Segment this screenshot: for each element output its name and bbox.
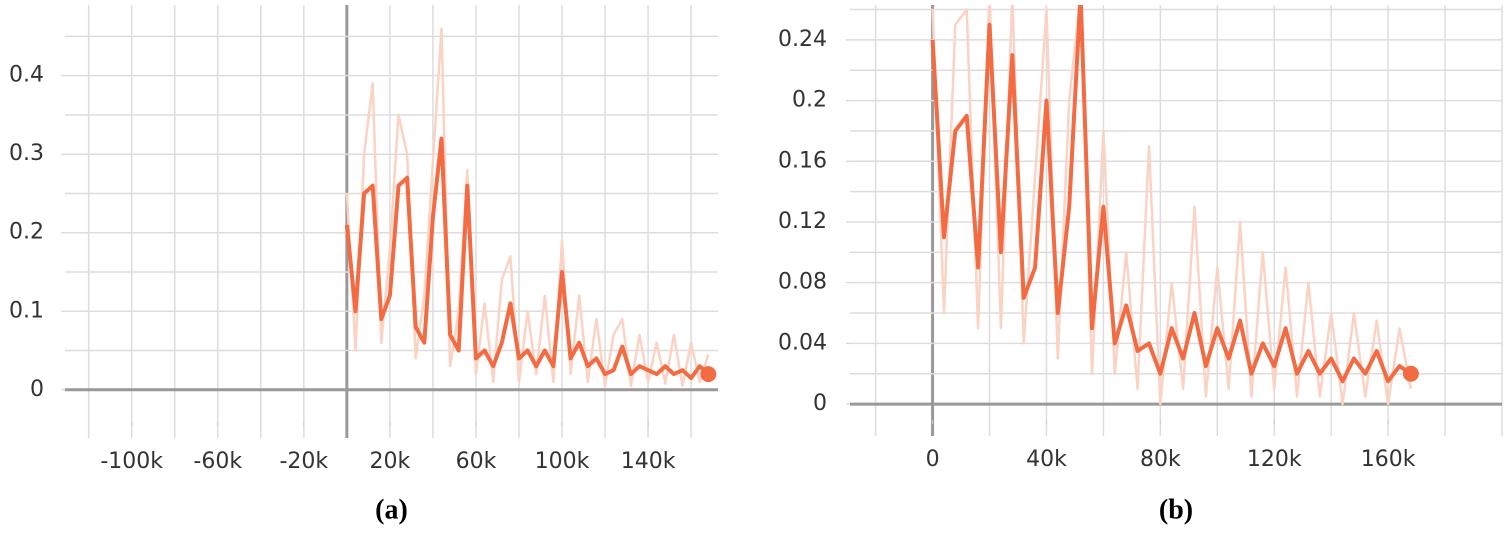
end-marker — [700, 366, 717, 383]
y-tick-label: 0.16 — [778, 148, 827, 173]
y-tick-label: 0.08 — [778, 270, 827, 295]
y-tick-label: 0.24 — [778, 27, 827, 52]
y-tick-label: 0 — [813, 391, 827, 416]
x-tick-label: 80k — [1140, 447, 1181, 472]
y-tick-label: 0.12 — [778, 209, 827, 234]
x-tick-label: 60k — [456, 449, 497, 474]
caption: (b) — [1159, 494, 1193, 525]
x-tick-label: 0 — [926, 447, 940, 472]
y-tick-label: 0.2 — [792, 88, 827, 113]
x-tick-label: 100k — [535, 449, 590, 474]
y-tick-label: 0.3 — [9, 141, 44, 166]
y-tick-label: 0.2 — [9, 220, 44, 245]
y-tick-label: 0 — [30, 377, 44, 402]
y-tick-label: 0.04 — [778, 330, 827, 355]
smoothed-line — [344, 136, 710, 380]
x-tick-label: 160k — [1361, 447, 1416, 472]
raw-line — [931, 5, 1413, 406]
smoothed-line — [930, 5, 1413, 384]
plot-area — [930, 5, 1413, 406]
y-tick-label: 0.1 — [9, 298, 44, 323]
x-tick-label: -20k — [279, 449, 328, 474]
raw-line — [345, 27, 710, 388]
x-tick-label: -100k — [100, 449, 163, 474]
caption: (a) — [375, 494, 408, 525]
end-marker — [1402, 365, 1419, 382]
y-tick-label: 0.4 — [9, 63, 44, 88]
x-tick-label: 120k — [1247, 447, 1302, 472]
x-tick-label: 140k — [621, 449, 676, 474]
x-tick-label: 20k — [370, 449, 411, 474]
x-tick-label: -60k — [193, 449, 242, 474]
plot-area — [344, 27, 710, 388]
x-tick-label: 40k — [1026, 447, 1067, 472]
